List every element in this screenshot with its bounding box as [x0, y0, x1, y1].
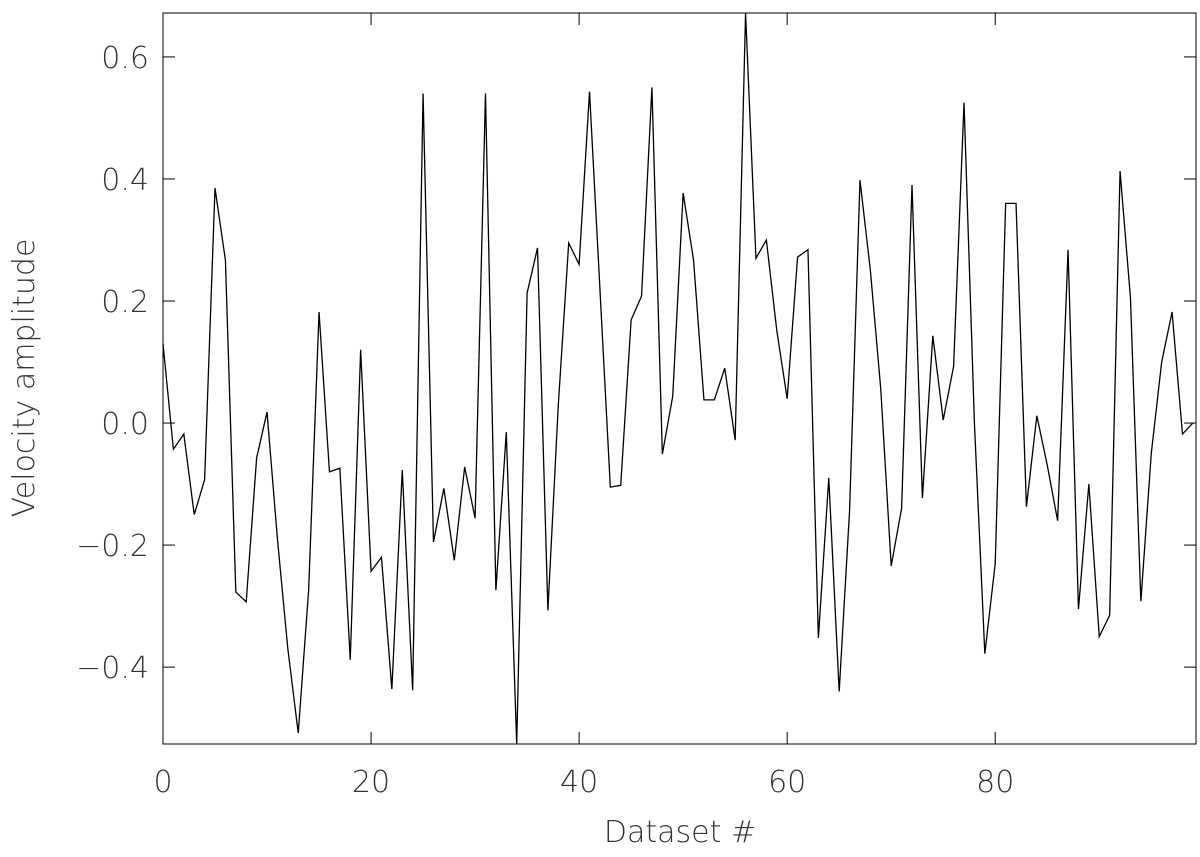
y-tick-label: 0.6: [101, 41, 149, 76]
y-tick-label: 0.4: [101, 163, 149, 198]
y-tick-label: −0.2: [76, 529, 149, 564]
x-tick-label: 60: [768, 765, 806, 800]
x-tick-label: 0: [153, 765, 172, 800]
x-tick-label: 80: [976, 765, 1014, 800]
y-tick-label: −0.4: [76, 651, 149, 686]
data-line: [162, 12, 1194, 745]
x-tick-label: 40: [560, 765, 598, 800]
plot-frame: [162, 12, 1197, 745]
y-tick-label: 0.2: [101, 285, 149, 320]
y-axis-label: Velocity amplitude: [7, 239, 42, 518]
y-tick-label: 0.0: [101, 407, 149, 442]
x-tick-label: 20: [352, 765, 390, 800]
x-axis-label: Dataset #: [604, 815, 756, 850]
